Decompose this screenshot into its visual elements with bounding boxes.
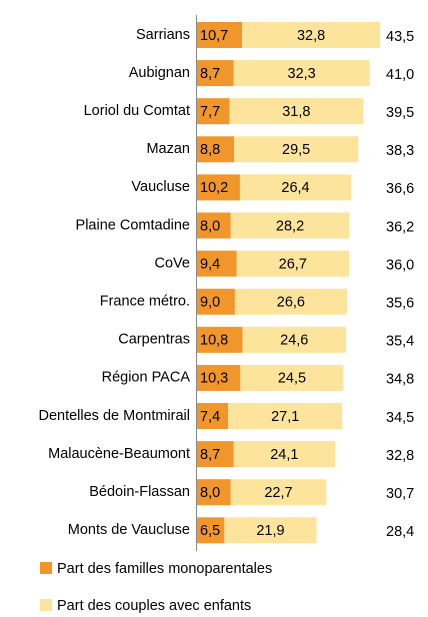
value-label: 26,7 <box>279 256 307 272</box>
value-label: 8,0 <box>200 485 220 501</box>
bar-segment <box>197 250 237 277</box>
category-label: Loriol du Comtat <box>84 103 190 119</box>
value-label: 6,5 <box>200 523 220 539</box>
value-label: 28,2 <box>276 218 304 234</box>
bar-segment <box>242 326 347 353</box>
bar-segment <box>236 250 349 277</box>
category-label: France métro. <box>100 294 190 310</box>
category-label: Région PACA <box>102 370 191 386</box>
bar-segment <box>230 212 350 239</box>
value-label: 22,7 <box>264 485 292 501</box>
value-label: 10,3 <box>200 371 228 387</box>
value-label: 26,6 <box>277 295 305 311</box>
value-label: 32,8 <box>297 28 325 44</box>
category-label: Sarrians <box>136 27 190 43</box>
value-label: 10,2 <box>200 180 228 196</box>
value-label: 8,8 <box>200 142 220 158</box>
category-label: Vaucluse <box>131 179 190 195</box>
total-label: 36,0 <box>386 257 414 273</box>
total-label: 36,6 <box>386 181 414 197</box>
bar-segment <box>239 174 352 201</box>
bar-segment <box>197 364 241 391</box>
bar-segment <box>197 60 234 87</box>
value-label: 9,0 <box>200 295 220 311</box>
value-label: 10,7 <box>200 28 228 44</box>
total-label: 38,3 <box>386 143 414 159</box>
bar-segment <box>197 441 234 468</box>
category-label: Mazan <box>146 141 190 157</box>
category-label: Carpentras <box>118 332 190 348</box>
legend-swatch <box>40 562 52 574</box>
value-label: 26,4 <box>281 180 309 196</box>
value-label: 8,0 <box>200 218 220 234</box>
bar-segment <box>197 136 235 163</box>
total-label: 32,8 <box>386 448 414 464</box>
total-label: 34,8 <box>386 372 414 388</box>
total-label: 28,4 <box>386 524 414 540</box>
category-label: Monts de Vaucluse <box>68 522 190 538</box>
legend-label: Part des familles monoparentales <box>57 561 272 577</box>
bar-segment <box>229 98 364 125</box>
value-label: 7,7 <box>200 104 220 120</box>
total-label: 36,2 <box>386 219 414 235</box>
bar-segment <box>197 212 231 239</box>
legend-swatch <box>40 599 52 611</box>
total-label: 43,5 <box>386 29 414 45</box>
bar-segment <box>224 517 317 544</box>
bar-segment <box>234 288 347 315</box>
total-label: 34,5 <box>386 410 414 426</box>
value-label: 8,7 <box>200 447 220 463</box>
total-label: 39,5 <box>386 105 414 121</box>
value-label: 21,9 <box>256 523 284 539</box>
legend-label: Part des couples avec enfants <box>57 598 251 614</box>
bar-segment <box>240 364 344 391</box>
bar-segment <box>197 174 240 201</box>
bar-segment <box>197 288 235 315</box>
bar-segment <box>228 403 343 429</box>
value-label: 31,8 <box>282 104 310 120</box>
bar-segment <box>242 22 381 48</box>
value-label: 24,5 <box>278 371 306 387</box>
category-label: Bédoin-Flassan <box>89 484 190 500</box>
value-label: 8,7 <box>200 66 220 82</box>
category-label: Plaine Comtadine <box>76 217 190 233</box>
bar-segment <box>197 479 231 506</box>
value-label: 9,4 <box>200 256 220 272</box>
value-label: 10,8 <box>200 333 228 349</box>
value-label: 32,3 <box>288 66 316 82</box>
category-label: Dentelles de Montmirail <box>38 408 190 424</box>
bar-segment <box>233 441 336 468</box>
bar-segment <box>233 60 370 87</box>
value-label: 7,4 <box>200 409 220 425</box>
bar-segment <box>197 98 230 125</box>
total-label: 35,6 <box>386 296 414 312</box>
value-label: 24,1 <box>270 447 298 463</box>
bar-segment <box>234 136 359 163</box>
bar-segment <box>197 517 225 544</box>
value-label: 24,6 <box>280 333 308 349</box>
total-label: 41,0 <box>386 67 414 83</box>
bar-segment <box>230 479 327 506</box>
bar-segment <box>197 326 243 353</box>
category-label: CoVe <box>155 255 190 271</box>
total-label: 30,7 <box>386 486 414 502</box>
bar-segment <box>197 22 243 48</box>
total-label: 35,4 <box>386 334 414 350</box>
bar-segment <box>197 403 229 429</box>
value-label: 27,1 <box>271 409 299 425</box>
value-label: 29,5 <box>282 142 310 158</box>
category-label: Aubignan <box>129 65 190 81</box>
category-label: Malaucène-Beaumont <box>48 446 190 462</box>
